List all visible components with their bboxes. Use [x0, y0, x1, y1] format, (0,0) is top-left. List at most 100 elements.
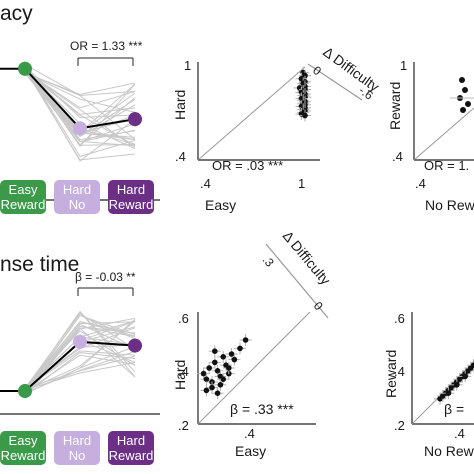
condition-line2: Reward [0, 448, 46, 463]
acc-condition-mean-point [73, 121, 87, 136]
rt-condition-mean-point [73, 334, 87, 349]
condition-line1: Hard [116, 182, 146, 197]
condition-line1: Hard [116, 433, 146, 448]
condition-line2: Reward [108, 197, 154, 212]
bottom-panel-title: nse time [0, 253, 79, 276]
acc-condition-mean-point [18, 61, 32, 76]
rt-diff-point [203, 387, 210, 394]
acc-diff-delta-label: Δ Difficulty [320, 43, 382, 94]
acc-rew-point [462, 87, 468, 93]
rt-individual-line [24, 318, 136, 395]
rt-diff-point [209, 384, 215, 391]
rt-individual-line [24, 312, 136, 389]
accuracy-line-panel: OR = 1.33 *** [0, 39, 160, 201]
rt-rew-point [445, 390, 452, 397]
rt-diff-point [206, 365, 212, 371]
rt-individual-line [24, 361, 136, 391]
rt-rew-point [470, 362, 474, 368]
condition-box-easy-reward: Easy Reward [0, 431, 46, 465]
rt-condition-mean-point [18, 384, 32, 399]
acc-individual-line [24, 64, 136, 96]
acc-diff-points [293, 66, 311, 122]
rt-diff-point [231, 356, 238, 363]
rt-rew-points [434, 359, 474, 405]
rt-rew-xtick-0: .4 [454, 426, 465, 441]
acc-rew-xlabel: No Rew [425, 197, 474, 213]
condition-box-hard-no: Hard No [54, 180, 100, 214]
rt-diff-points [197, 334, 252, 400]
rt-diff-delta-tick-0: .3 [260, 253, 277, 270]
acc-diff-xtick-1: 1 [298, 176, 305, 191]
condition-box-hard-reward: Hard Reward [108, 180, 154, 214]
rt-individual-line [24, 321, 136, 390]
condition-line2: No [68, 197, 86, 212]
rt-diff-point [200, 370, 207, 377]
acc-rew-ytick-0: .4 [392, 149, 403, 164]
condition-line2: Reward [108, 448, 154, 463]
acc-diff-xtick-0: .4 [200, 176, 211, 191]
acc-rew-point [459, 77, 465, 83]
rt-diff-point [214, 390, 221, 397]
rt-individual-line [24, 327, 136, 395]
rt-diff-point [214, 368, 221, 374]
condition-line1: Hard [62, 433, 92, 448]
rt-diff-point [212, 359, 218, 366]
accuracy-difficulty-scatter-panel: Δ Difficulty 0 -.6 Hard .4 1 .4 1 Easy O… [172, 43, 382, 213]
rt-diff-ytick-1: .4 [178, 364, 189, 379]
rt-diff-point [226, 365, 232, 371]
rt-diff-stat: β = .33 *** [230, 401, 294, 417]
condition-box-hard-reward: Hard Reward [108, 431, 154, 465]
rt-difficulty-scatter-panel: Δ Difficulty .3 0 Hard .6 .4 .2 .4 Easy … [172, 228, 334, 459]
accuracy-stat: OR = 1.33 *** [70, 39, 143, 53]
rt-rew-xlabel: No Rew [424, 443, 474, 459]
acc-individual-line [24, 72, 136, 143]
accuracy-reward-scatter-panel: Reward .4 1 .4 No Rew OR = 1. [387, 58, 474, 213]
condition-line1: Easy [8, 433, 38, 448]
rt-diff-point [242, 337, 249, 343]
rt-diff-point [228, 351, 235, 357]
rt-diff-xlabel: Easy [235, 443, 266, 459]
rt-rew-point [462, 373, 469, 380]
acc-rew-ytick-1: 1 [400, 58, 407, 73]
rt-diff-ylabel: Hard [172, 360, 188, 390]
rt-condition-mean-point [128, 338, 142, 353]
acc-individual-line [24, 67, 136, 157]
rt-diff-xtick-0: .4 [244, 426, 255, 441]
acc-rew-point [465, 101, 471, 107]
rt-diff-point [220, 376, 226, 383]
condition-line1: Hard [62, 182, 92, 197]
acc-diff-delta-axis [307, 63, 363, 101]
rt-rew-point [454, 382, 460, 388]
acc-diff-identity-line [197, 66, 306, 161]
acc-rew-point [460, 107, 466, 113]
rt-rew-ytick-1: .4 [394, 364, 405, 379]
condition-line2: Reward [0, 197, 46, 212]
rt-individual-line [24, 323, 136, 395]
rt-individual-line [24, 330, 136, 390]
rt-diff-delta-tick-1: 0 [311, 299, 326, 313]
rt-rew-stat: β = [444, 401, 464, 417]
rt-diff-identity-line [197, 311, 311, 425]
rt-diff-ytick-2: .2 [178, 418, 189, 433]
rt-rew-ytick-2: .2 [394, 418, 405, 433]
acc-rew-points [450, 77, 474, 113]
acc-individual-line [24, 68, 136, 161]
condition-box-hard-no: Hard No [54, 431, 100, 465]
rt-diff-point [217, 382, 224, 388]
rt-individual-line [24, 352, 136, 395]
top-panel-title: acy [0, 2, 33, 25]
acc-rew-identity-line [413, 107, 474, 161]
acc-rew-stat: OR = 1. [424, 158, 469, 173]
acc-diff-delta-tick-0: 0 [310, 63, 324, 78]
acc-rew-xtick-0: .4 [415, 176, 426, 191]
acc-condition-mean-point [128, 112, 142, 127]
rt-diff-delta-label: Δ Difficulty [280, 228, 334, 288]
acc-diff-xlabel: Easy [205, 197, 236, 213]
rt-reward-scatter-panel: Reward .6 .4 .2 .4 No Rew β = [383, 311, 474, 459]
condition-line1: Easy [8, 182, 38, 197]
rt-line-panel: β = -0.03 ** [0, 270, 160, 415]
rt-diff-ytick-0: .6 [178, 311, 189, 326]
acc-individual-line [24, 66, 136, 148]
rt-diff-point [237, 345, 243, 352]
rt-stat: β = -0.03 ** [75, 270, 136, 284]
